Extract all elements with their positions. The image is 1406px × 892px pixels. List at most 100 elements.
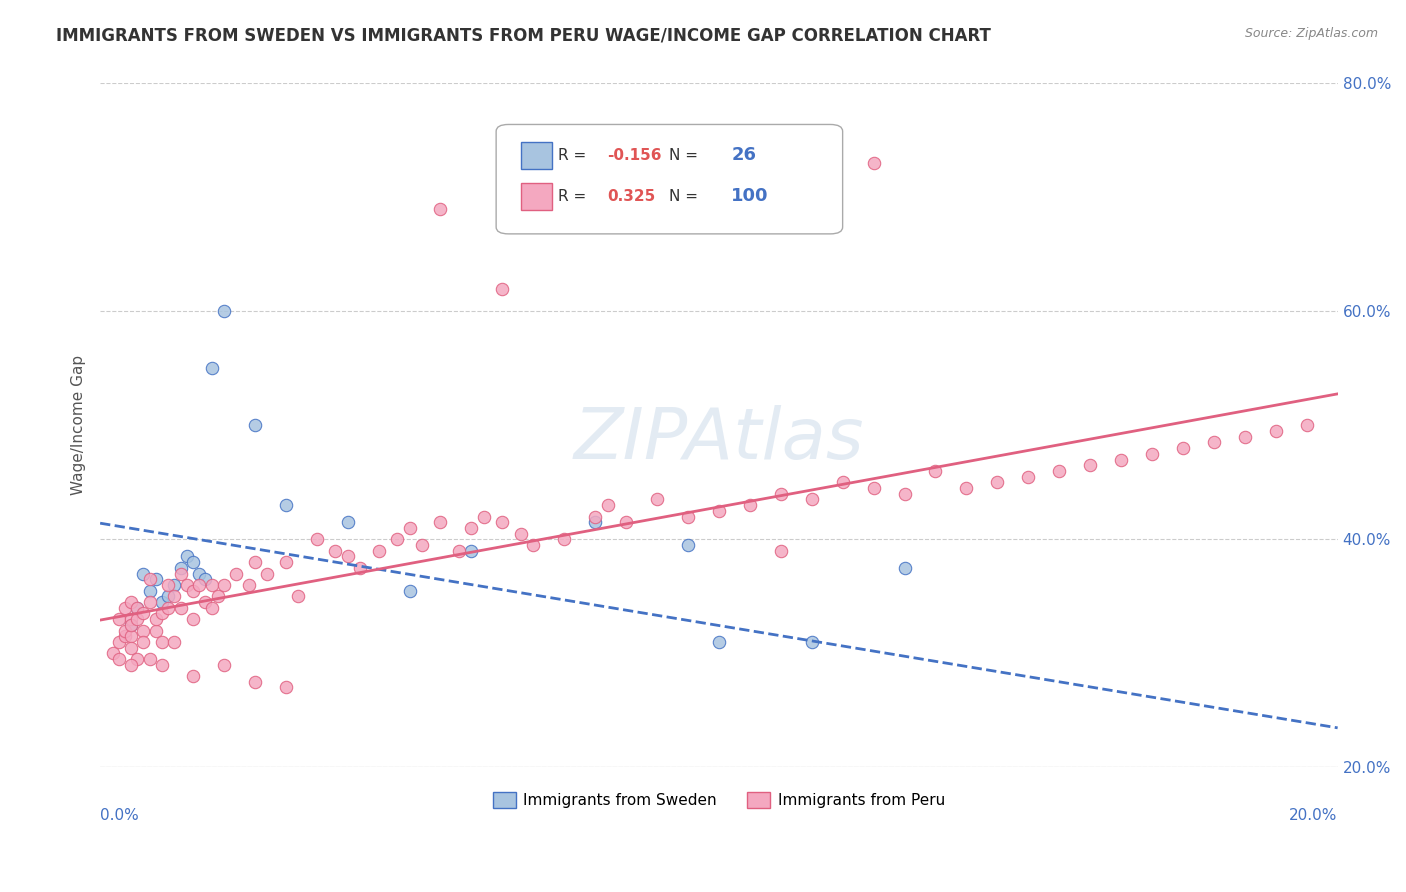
- Point: [176, 549, 198, 564]
- Point: [138, 583, 160, 598]
- Point: [114, 629, 136, 643]
- Point: [194, 572, 217, 586]
- Point: [596, 498, 619, 512]
- Point: [893, 789, 915, 803]
- Point: [707, 504, 730, 518]
- Point: [157, 600, 180, 615]
- Point: [367, 543, 389, 558]
- Point: [212, 578, 235, 592]
- Point: [274, 555, 297, 569]
- Point: [150, 635, 173, 649]
- Point: [145, 624, 167, 638]
- Point: [150, 595, 173, 609]
- Point: [132, 635, 155, 649]
- Point: [924, 464, 946, 478]
- Point: [163, 635, 186, 649]
- Point: [243, 674, 266, 689]
- Point: [1047, 464, 1070, 478]
- Point: [323, 543, 346, 558]
- Point: [676, 538, 699, 552]
- Point: [1233, 430, 1256, 444]
- Point: [349, 561, 371, 575]
- Point: [127, 652, 149, 666]
- Point: [181, 583, 204, 598]
- Text: IMMIGRANTS FROM SWEDEN VS IMMIGRANTS FROM PERU WAGE/INCOME GAP CORRELATION CHART: IMMIGRANTS FROM SWEDEN VS IMMIGRANTS FRO…: [56, 27, 991, 45]
- Point: [769, 487, 792, 501]
- Point: [800, 492, 823, 507]
- Point: [287, 590, 309, 604]
- Point: [138, 572, 160, 586]
- Point: [120, 629, 142, 643]
- Point: [645, 492, 668, 507]
- Point: [472, 509, 495, 524]
- Point: [738, 498, 761, 512]
- Point: [157, 590, 180, 604]
- Point: [398, 583, 420, 598]
- Point: [120, 617, 142, 632]
- Point: [169, 566, 191, 581]
- Point: [120, 640, 142, 655]
- Point: [127, 600, 149, 615]
- Point: [120, 617, 142, 632]
- Point: [1171, 441, 1194, 455]
- Point: [212, 657, 235, 672]
- Point: [274, 498, 297, 512]
- Point: [676, 168, 699, 182]
- Point: [862, 481, 884, 495]
- Point: [398, 521, 420, 535]
- Point: [176, 578, 198, 592]
- Text: ZIPAtlas: ZIPAtlas: [574, 405, 865, 474]
- Y-axis label: Wage/Income Gap: Wage/Income Gap: [72, 355, 86, 495]
- Text: -0.156: -0.156: [607, 148, 662, 162]
- Point: [150, 607, 173, 621]
- Point: [120, 612, 142, 626]
- Point: [188, 578, 211, 592]
- FancyBboxPatch shape: [520, 183, 551, 210]
- Point: [509, 526, 531, 541]
- Point: [1017, 886, 1039, 892]
- FancyBboxPatch shape: [520, 142, 551, 169]
- Point: [114, 624, 136, 638]
- Point: [429, 515, 451, 529]
- Point: [336, 549, 359, 564]
- Point: [114, 600, 136, 615]
- Point: [169, 600, 191, 615]
- Point: [200, 600, 222, 615]
- Point: [955, 481, 977, 495]
- Text: 26: 26: [731, 146, 756, 164]
- Text: Source: ZipAtlas.com: Source: ZipAtlas.com: [1244, 27, 1378, 40]
- Point: [256, 566, 278, 581]
- Point: [893, 487, 915, 501]
- Point: [336, 515, 359, 529]
- Text: 100: 100: [731, 187, 769, 205]
- Point: [127, 600, 149, 615]
- Point: [862, 156, 884, 170]
- Point: [1078, 458, 1101, 473]
- Point: [893, 561, 915, 575]
- Point: [460, 543, 482, 558]
- Point: [101, 646, 124, 660]
- Point: [447, 543, 470, 558]
- Point: [429, 805, 451, 820]
- Point: [583, 509, 606, 524]
- Point: [200, 361, 222, 376]
- Text: N =: N =: [669, 148, 703, 162]
- Point: [120, 595, 142, 609]
- Point: [243, 555, 266, 569]
- Point: [127, 612, 149, 626]
- Point: [150, 657, 173, 672]
- Point: [163, 590, 186, 604]
- Point: [194, 595, 217, 609]
- Point: [1295, 418, 1317, 433]
- Point: [132, 624, 155, 638]
- Point: [132, 607, 155, 621]
- Text: 20.0%: 20.0%: [1289, 808, 1337, 823]
- Point: [120, 657, 142, 672]
- Point: [553, 533, 575, 547]
- Point: [491, 515, 513, 529]
- Point: [145, 612, 167, 626]
- Point: [132, 566, 155, 581]
- Point: [138, 652, 160, 666]
- FancyBboxPatch shape: [496, 125, 842, 234]
- Point: [460, 521, 482, 535]
